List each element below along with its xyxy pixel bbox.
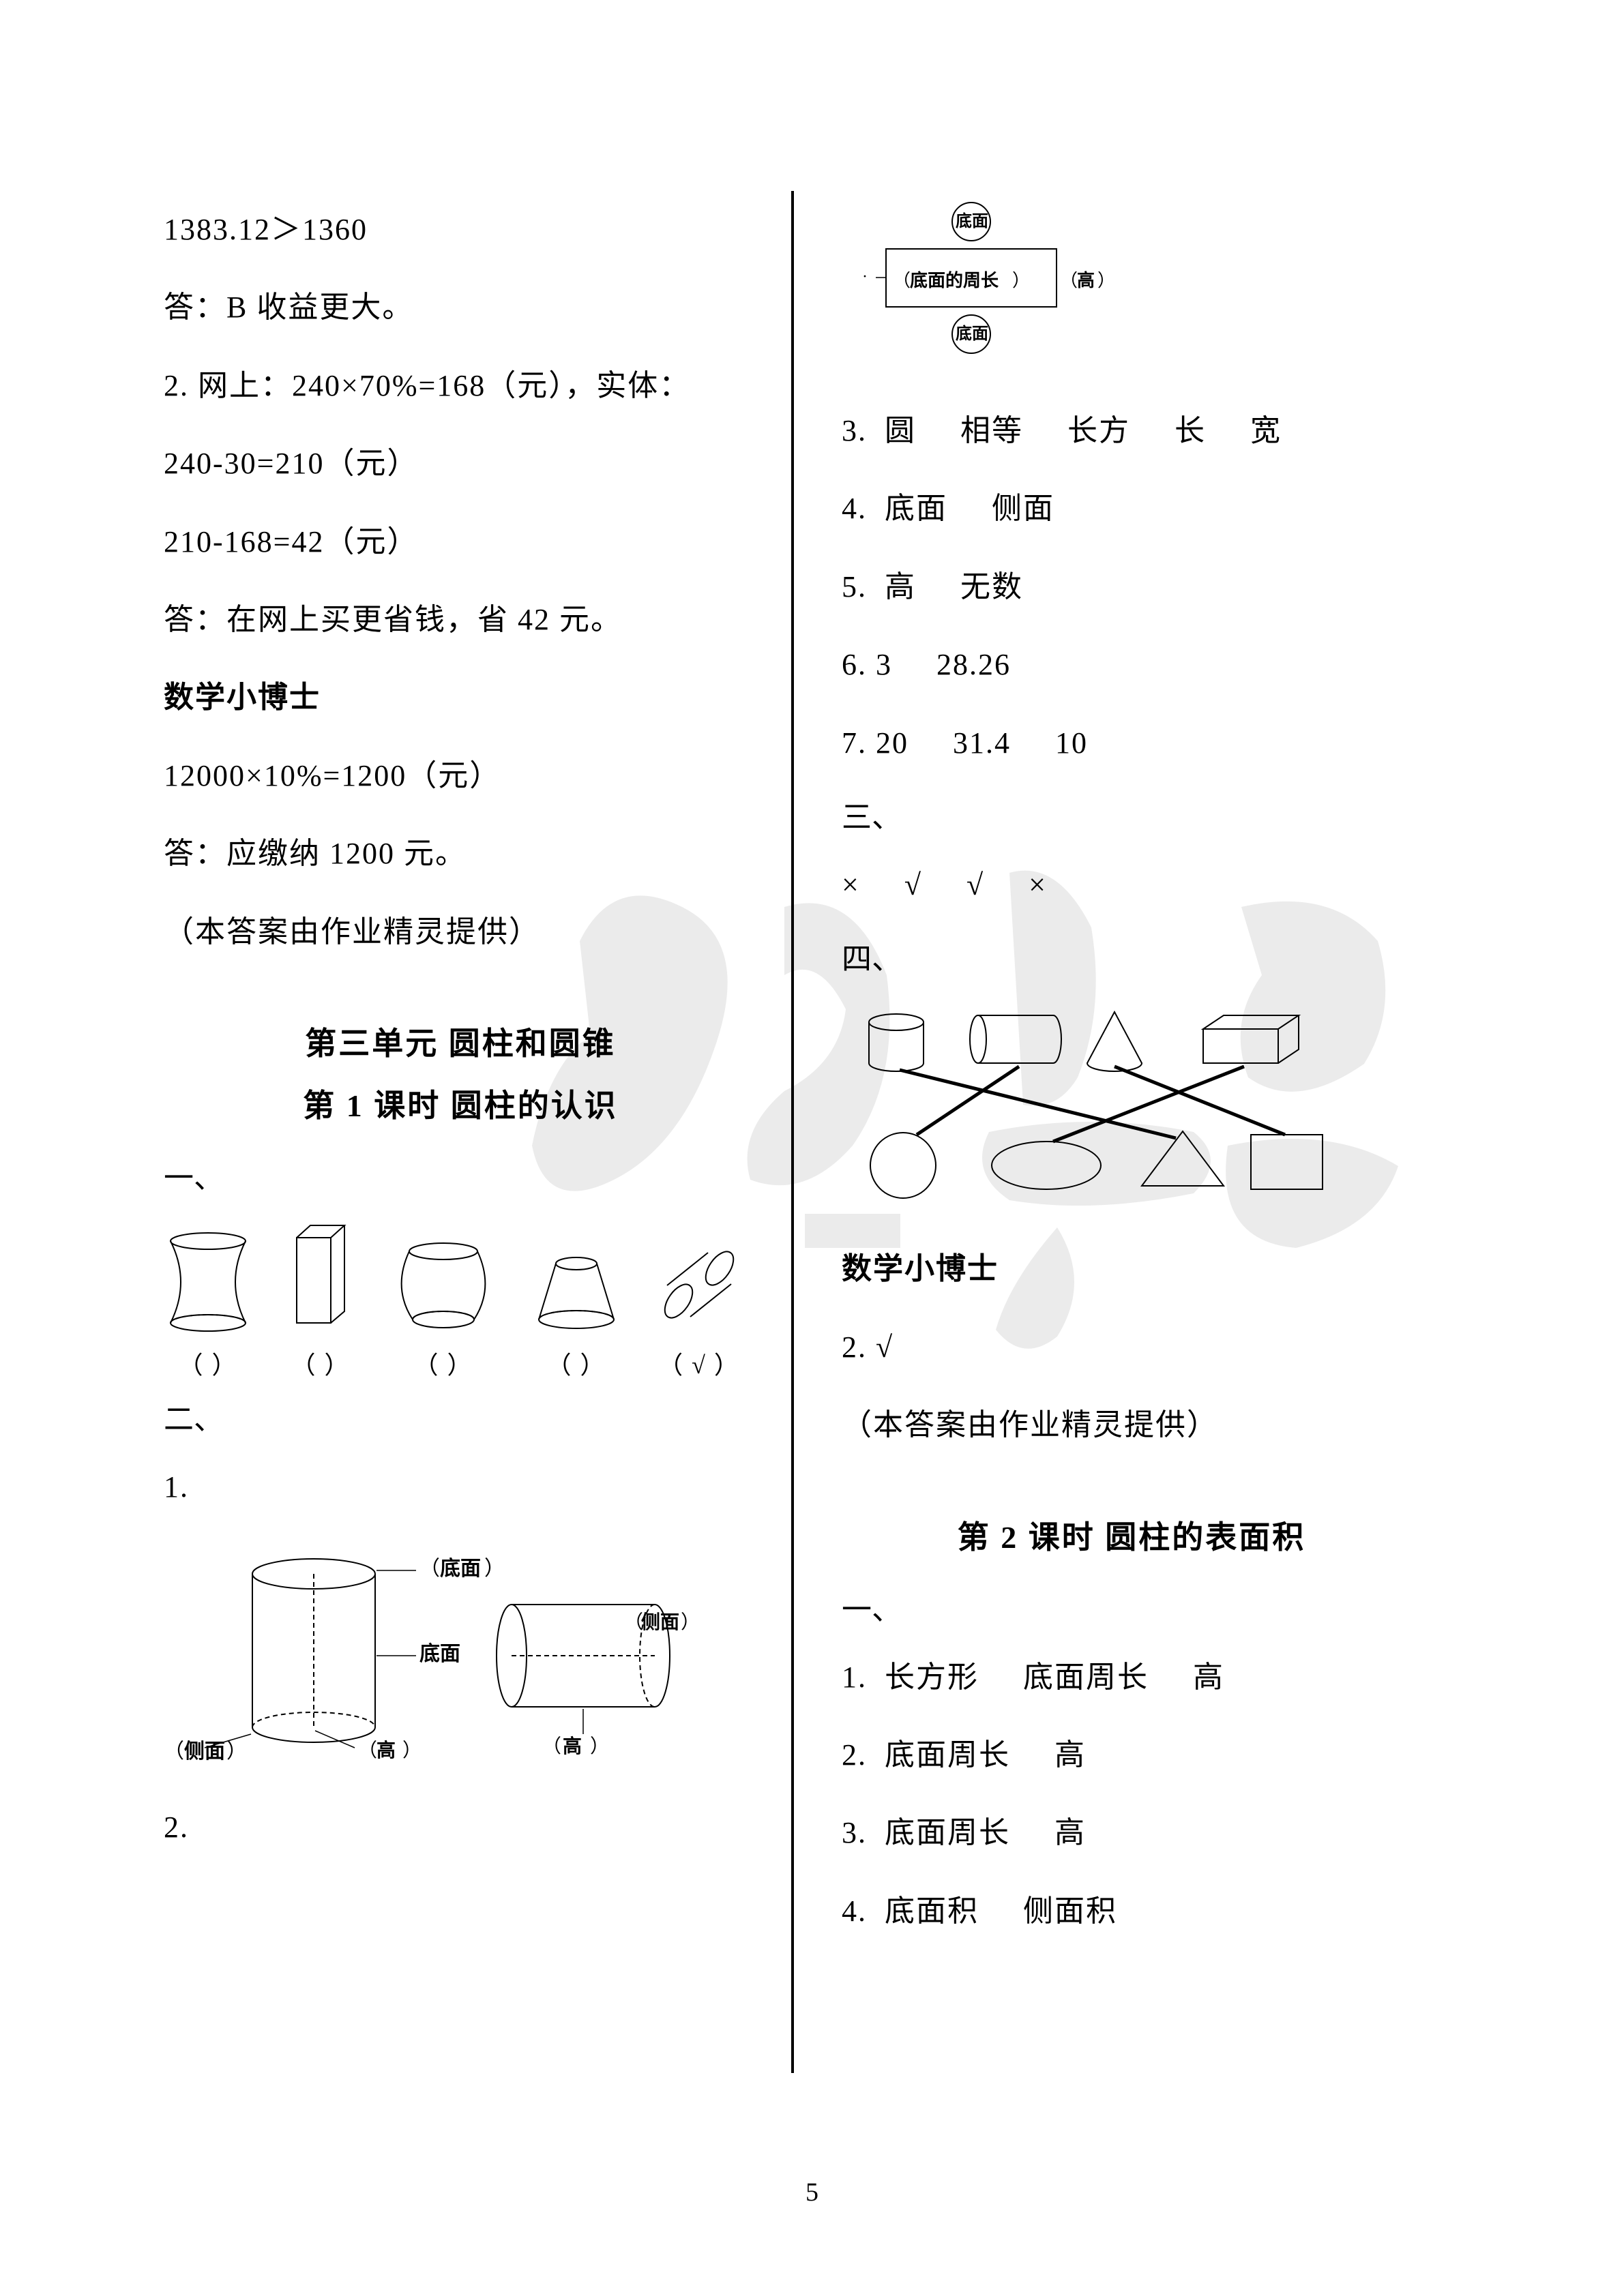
section-number: 一、 [842, 1585, 1421, 1628]
svg-text:（: （ [1060, 271, 1078, 290]
svg-text:（: （ [164, 1740, 184, 1763]
text-line: （本答案由作业精灵提供） [164, 893, 757, 971]
label-unfold-top: 底面 [956, 211, 988, 230]
lesson-title: 第 2 课时 圆柱的表面积 [842, 1512, 1421, 1557]
subsection-heading: 数学小博士 [164, 659, 757, 736]
label-unfold-perimeter: 底面的周长 [910, 270, 999, 290]
text-line: 1383.12＞1360 [164, 191, 757, 269]
answer-line: × √ √ × [842, 846, 1421, 924]
shape-matching-diagram [842, 1002, 1333, 1206]
footer-note: （本答案由作业精灵提供） [842, 1386, 1421, 1464]
left-column: 1383.12＞1360 答：B 收益更大。 2. 网上：240×70%=168… [164, 191, 791, 2100]
answer-line: 3. 圆 相等 长方 长 宽 [842, 392, 1421, 470]
svg-text:）: ） [402, 1740, 422, 1761]
shape-hourglass: （ ） [164, 1231, 252, 1381]
shape-selection-row: （ ） （ ） [164, 1217, 757, 1381]
section-number: 一、 [164, 1153, 757, 1197]
answer-line: 2. √ [842, 1309, 1421, 1386]
svg-text:）: ） [226, 1740, 247, 1763]
label-cemian-right: 侧面 [641, 1611, 679, 1633]
section-number: 四、 [842, 934, 1421, 978]
label-dimian-mid: 底面 [419, 1643, 460, 1665]
two-column-layout: 1383.12＞1360 答：B 收益更大。 2. 网上：240×70%=168… [164, 191, 1460, 2100]
svg-text:（: （ [542, 1735, 561, 1757]
shape-cuboid: （ ） [283, 1217, 358, 1381]
item-number: 1. [164, 1448, 757, 1526]
svg-text:（: （ [358, 1740, 377, 1761]
text-line: 210-168=42（元） [164, 503, 757, 581]
shape-label: （ √ ） [658, 1345, 740, 1381]
text-line: 答：在网上买更省钱，省 42 元。 [164, 581, 757, 659]
shape-label: （ ） [291, 1345, 350, 1381]
text-line: 240-30=210（元） [164, 425, 757, 503]
text-line: 答：B 收益更大。 [164, 269, 757, 346]
cylinder-parts-diagram: （ 底面 ） 底面 （ 侧面 ） （ 侧面 [164, 1547, 696, 1772]
answer-line: 7. 20 31.4 10 [842, 704, 1421, 782]
svg-text:（: （ [893, 271, 911, 290]
answer-line: 2. 底面周长 高 [842, 1716, 1421, 1794]
label-gao-left: 高 [377, 1740, 396, 1761]
section-number: 二、 [164, 1395, 757, 1438]
shape-label: （ ） [546, 1345, 606, 1381]
label-unfold-height: 高 [1077, 270, 1095, 290]
answer-line: 3. 底面周长 高 [842, 1794, 1421, 1872]
svg-text:（: （ [624, 1611, 643, 1633]
answer-line: 6. 3 28.26 [842, 626, 1421, 704]
page-container: 1383.12＞1360 答：B 收益更大。 2. 网上：240×70%=168… [0, 0, 1624, 2296]
text-line: 12000×10%=1200（元） [164, 737, 757, 815]
text-line: 2. 网上：240×70%=168（元），实体： [164, 347, 757, 425]
right-column: 底面 · （ 底面的周长 ） （ 高 ） 底面 3. 圆 相等 长方 长 宽 4… [794, 191, 1421, 2100]
shape-sphere-flat: （ ） [389, 1238, 498, 1381]
svg-text:（: （ [419, 1557, 440, 1580]
svg-text:）: ） [1097, 271, 1115, 290]
svg-text:）: ） [484, 1557, 505, 1580]
subsection-heading: 数学小博士 [842, 1230, 1421, 1308]
label-cemian-left: 侧面 [184, 1740, 225, 1763]
shape-label: （ ） [413, 1345, 473, 1381]
svg-text:）: ） [681, 1611, 696, 1633]
shape-label: （ ） [178, 1345, 237, 1381]
section-number: 三、 [842, 792, 1421, 836]
page-number: 5 [806, 2177, 818, 2207]
answer-line: 4. 底面 侧面 [842, 470, 1421, 548]
lesson-title: 第 1 课时 圆柱的认识 [164, 1081, 757, 1126]
shape-cylinder-tilted: （ √ ） [655, 1244, 743, 1381]
answer-line: 4. 底面积 侧面积 [842, 1873, 1421, 1950]
text-line: 答：应缴纳 1200 元。 [164, 815, 757, 893]
answer-line: 5. 高 无数 [842, 548, 1421, 626]
answer-line: 1. 长方形 底面周长 高 [842, 1639, 1421, 1716]
unit-title: 第三单元 圆柱和圆锥 [164, 1019, 757, 1064]
svg-text:·: · [862, 268, 868, 286]
svg-text:）: ） [1012, 271, 1030, 290]
svg-text:）: ） [590, 1735, 609, 1757]
shape-frustum: （ ） [529, 1251, 624, 1381]
label-dimian-top: 底面 [440, 1557, 481, 1580]
label-unfold-bottom: 底面 [956, 324, 988, 343]
label-gao-right: 高 [563, 1735, 582, 1757]
cylinder-unfold-diagram: 底面 · （ 底面的周长 ） （ 高 ） 底面 [842, 198, 1135, 368]
item-number: 2. [164, 1789, 757, 1866]
